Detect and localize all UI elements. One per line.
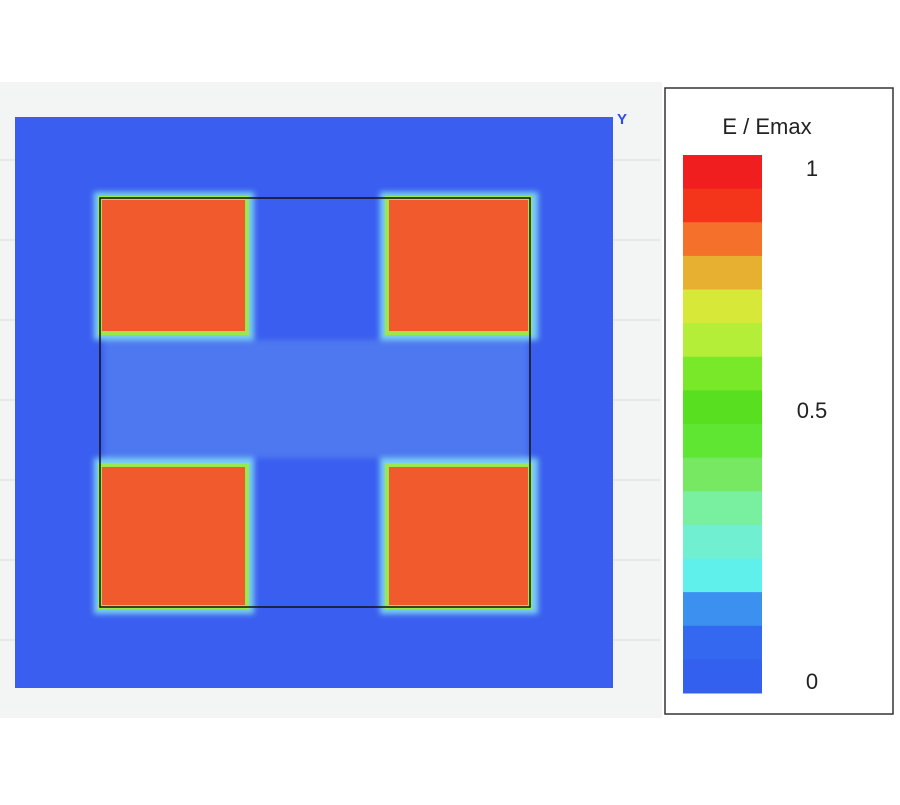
colorbar-band — [683, 558, 762, 593]
structure-outline — [99, 197, 531, 608]
colorbar-title: E / Emax — [722, 114, 811, 139]
colorbar-band — [683, 155, 762, 190]
colorbar-band — [683, 625, 762, 660]
colorbar-label: 1 — [806, 156, 818, 181]
axis-label: Y — [617, 111, 627, 128]
colorbar-label: 0.5 — [797, 398, 828, 423]
colorbar-label: 0 — [806, 669, 818, 694]
colorbar-band — [683, 524, 762, 559]
colorbar-band — [683, 188, 762, 223]
colorbar-band — [683, 289, 762, 324]
colorbar-band — [683, 323, 762, 358]
colorbar-band — [683, 356, 762, 391]
colorbar-band — [683, 592, 762, 627]
high-field-regions — [98, 196, 532, 609]
colorbar-band — [683, 390, 762, 425]
colorbar-band — [683, 222, 762, 257]
colorbar-band — [683, 659, 762, 694]
colorbar-band — [683, 457, 762, 492]
colorbar — [683, 155, 762, 694]
colorbar-band — [683, 491, 762, 526]
colorbar-band — [683, 255, 762, 290]
colorbar-band — [683, 424, 762, 459]
